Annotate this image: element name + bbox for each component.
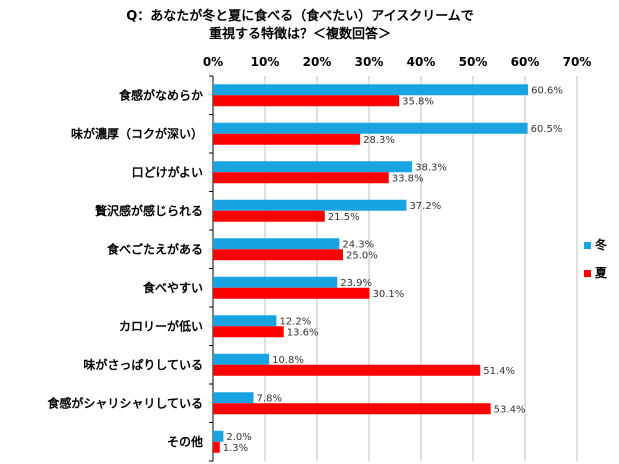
x-tick-label: 30% bbox=[355, 55, 384, 69]
category-label: 味がさっぱりしている bbox=[83, 357, 203, 372]
bar-summer bbox=[213, 210, 325, 222]
bar-winter bbox=[213, 315, 277, 327]
category-label: 食べやすい bbox=[142, 280, 203, 295]
data-label-winter: 60.6% bbox=[531, 85, 563, 96]
data-label-summer: 25.0% bbox=[346, 250, 378, 261]
category-label: その他 bbox=[167, 434, 203, 449]
x-tick-label: 60% bbox=[511, 55, 540, 69]
data-label-winter: 60.5% bbox=[531, 124, 563, 135]
data-label-summer: 33.8% bbox=[392, 173, 424, 184]
bar-summer bbox=[213, 249, 343, 261]
bar-winter bbox=[213, 430, 224, 442]
category-label: 味が濃厚（コクが深い） bbox=[71, 126, 203, 141]
data-label-winter: 37.2% bbox=[409, 201, 441, 212]
legend-swatch bbox=[584, 242, 591, 249]
category-label: 食感がなめらか bbox=[118, 87, 203, 102]
data-label-summer: 21.5% bbox=[328, 212, 360, 223]
bar-winter bbox=[213, 199, 407, 211]
chart-title-line-2: 重視する特徴は？＜複数回答＞ bbox=[209, 26, 391, 42]
data-label-summer: 35.8% bbox=[402, 96, 434, 107]
legend-label: 夏 bbox=[595, 266, 608, 280]
bar-winter bbox=[213, 392, 254, 404]
bar-summer bbox=[213, 133, 361, 145]
bar-winter bbox=[213, 122, 528, 134]
bar-summer bbox=[213, 95, 400, 107]
bar-summer bbox=[213, 441, 220, 453]
bar-summer bbox=[213, 287, 370, 299]
data-label-summer: 1.3% bbox=[223, 443, 248, 454]
data-label-summer: 28.3% bbox=[363, 135, 395, 146]
category-label: 食感がシャリシャリしている bbox=[46, 395, 203, 410]
x-tick-label: 10% bbox=[251, 55, 280, 69]
category-label: 食べごたえがある bbox=[106, 241, 203, 256]
data-label-winter: 38.3% bbox=[415, 162, 447, 173]
data-label-summer: 13.6% bbox=[287, 327, 319, 338]
data-label-summer: 53.4% bbox=[494, 404, 526, 415]
data-label-summer: 30.1% bbox=[373, 289, 405, 300]
bar-winter bbox=[213, 276, 338, 288]
x-tick-label: 0% bbox=[203, 55, 223, 69]
bar-winter bbox=[213, 84, 529, 96]
bar-winter bbox=[213, 353, 270, 365]
bar-summer bbox=[213, 326, 284, 338]
legend-label: 冬 bbox=[595, 237, 607, 252]
bar-summer bbox=[213, 403, 491, 415]
category-label: 贅沢感が感じられる bbox=[95, 203, 203, 218]
bar-winter bbox=[213, 238, 340, 250]
x-tick-label: 70% bbox=[563, 55, 592, 69]
category-label: カロリーが低い bbox=[119, 318, 203, 333]
category-label: 口どけがよい bbox=[132, 164, 203, 179]
chart-title-line-1: Q：あなたが冬と夏に食べる（食べたい）アイスクリームで bbox=[126, 8, 474, 24]
data-label-winter: 10.8% bbox=[272, 355, 304, 366]
data-label-winter: 24.3% bbox=[342, 239, 374, 250]
data-label-winter: 7.8% bbox=[257, 393, 282, 404]
data-label-winter: 12.2% bbox=[279, 316, 311, 327]
data-label-summer: 51.4% bbox=[483, 366, 515, 377]
x-tick-label: 40% bbox=[407, 55, 436, 69]
x-tick-label: 20% bbox=[303, 55, 332, 69]
bar-winter bbox=[213, 161, 413, 173]
bar-summer bbox=[213, 172, 389, 184]
data-label-winter: 23.9% bbox=[340, 278, 372, 289]
data-label-winter: 2.0% bbox=[226, 432, 251, 443]
bar-summer bbox=[213, 364, 481, 376]
legend-swatch bbox=[584, 270, 591, 277]
x-tick-label: 50% bbox=[459, 55, 488, 69]
